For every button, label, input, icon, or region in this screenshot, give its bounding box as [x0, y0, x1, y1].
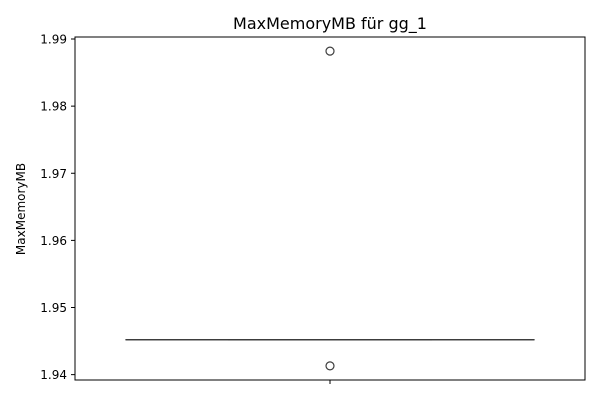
y-tick-label: 1.99	[40, 33, 67, 47]
y-tick-label: 1.96	[40, 234, 67, 248]
y-axis-label: MaxMemoryMB	[14, 163, 28, 255]
y-tick-label: 1.94	[40, 368, 67, 382]
y-tick-label: 1.95	[40, 301, 67, 315]
outlier-point	[325, 361, 335, 371]
outlier-point	[325, 46, 335, 56]
plot-area	[125, 46, 535, 371]
chart-title: MaxMemoryMB für gg_1	[233, 14, 427, 34]
y-tick-label: 1.98	[40, 100, 67, 114]
plot-frame	[74, 36, 586, 381]
y-ticks: 1.94 1.95 1.96 1.97 1.98 1.99	[40, 33, 331, 384]
y-tick-label: 1.97	[40, 167, 67, 181]
